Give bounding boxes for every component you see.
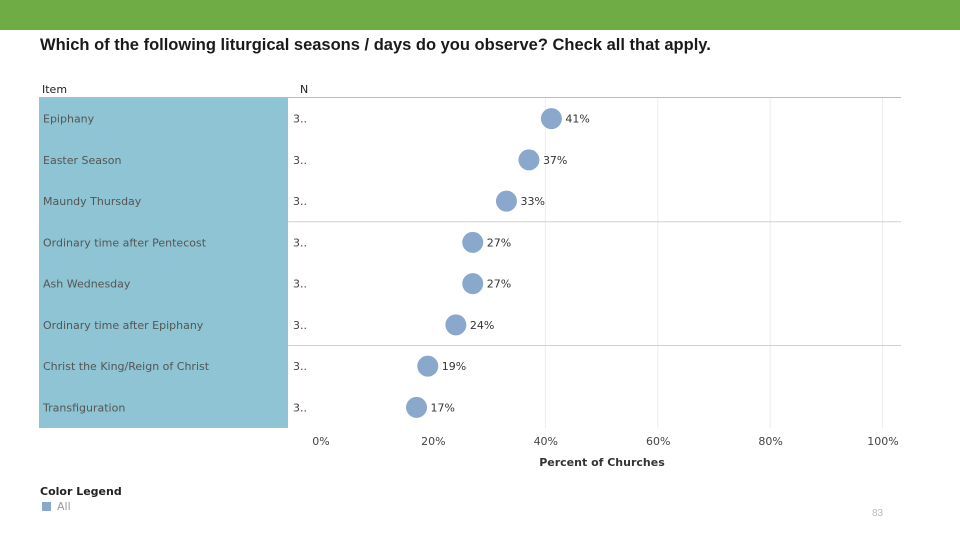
legend-label: All — [57, 500, 71, 513]
item-label: Transfiguration — [42, 401, 125, 414]
item-label: Easter Season — [43, 154, 121, 167]
data-label: 37% — [543, 154, 567, 167]
data-point — [462, 273, 484, 295]
column-header-n: N — [300, 83, 309, 96]
data-point — [445, 314, 467, 336]
page-number: 83 — [872, 508, 884, 519]
header-band — [0, 0, 960, 30]
text-layer: 0% 20% 40% 60% 80% 100% Epiphany 3.. 41% Easter S… — [42, 113, 899, 469]
data-label: 27% — [487, 236, 511, 249]
n-value: 3.. — [293, 113, 307, 126]
n-value: 3.. — [293, 236, 307, 249]
data-point — [495, 190, 517, 212]
n-value: 3.. — [293, 319, 307, 332]
row-layer — [288, 221, 901, 346]
data-label: 33% — [520, 195, 544, 208]
header-divider — [39, 97, 901, 98]
legend-item-all: All — [42, 500, 71, 513]
x-tick-label: 60% — [646, 435, 670, 448]
x-tick-label: 0% — [312, 435, 329, 448]
legend-swatch — [42, 502, 51, 511]
item-label: Ash Wednesday — [43, 278, 131, 291]
x-tick-label: 80% — [758, 435, 782, 448]
data-point — [462, 231, 484, 253]
n-value: 3.. — [293, 195, 307, 208]
item-label: Epiphany — [43, 113, 95, 126]
data-point — [540, 108, 562, 130]
item-label: Christ the King/Reign of Christ — [43, 360, 210, 373]
item-label: Ordinary time after Epiphany — [43, 319, 204, 332]
x-tick-label: 20% — [421, 435, 445, 448]
item-label-panel — [39, 98, 288, 428]
n-value: 3.. — [293, 278, 307, 291]
dot-layer — [406, 108, 562, 418]
data-label: 24% — [470, 319, 494, 332]
column-header-item: Item — [42, 83, 68, 96]
n-value: 3.. — [293, 401, 307, 414]
legend-title: Color Legend — [40, 485, 122, 498]
data-label: 41% — [565, 113, 589, 126]
data-point — [406, 396, 428, 418]
data-point — [417, 355, 439, 377]
grid-layer — [544, 98, 884, 428]
data-label: 19% — [442, 360, 466, 373]
x-tick-label: 100% — [867, 435, 898, 448]
data-label: 17% — [431, 401, 455, 414]
data-point — [518, 149, 540, 171]
item-label: Maundy Thursday — [43, 195, 142, 208]
x-tick-label: 40% — [534, 435, 558, 448]
slide-title: Which of the following liturgical season… — [40, 36, 711, 54]
n-value: 3.. — [293, 154, 307, 167]
n-value: 3.. — [293, 360, 307, 373]
item-label: Ordinary time after Pentecost — [43, 236, 207, 249]
data-label: 27% — [487, 278, 511, 291]
x-axis-label: Percent of Churches — [539, 456, 665, 469]
